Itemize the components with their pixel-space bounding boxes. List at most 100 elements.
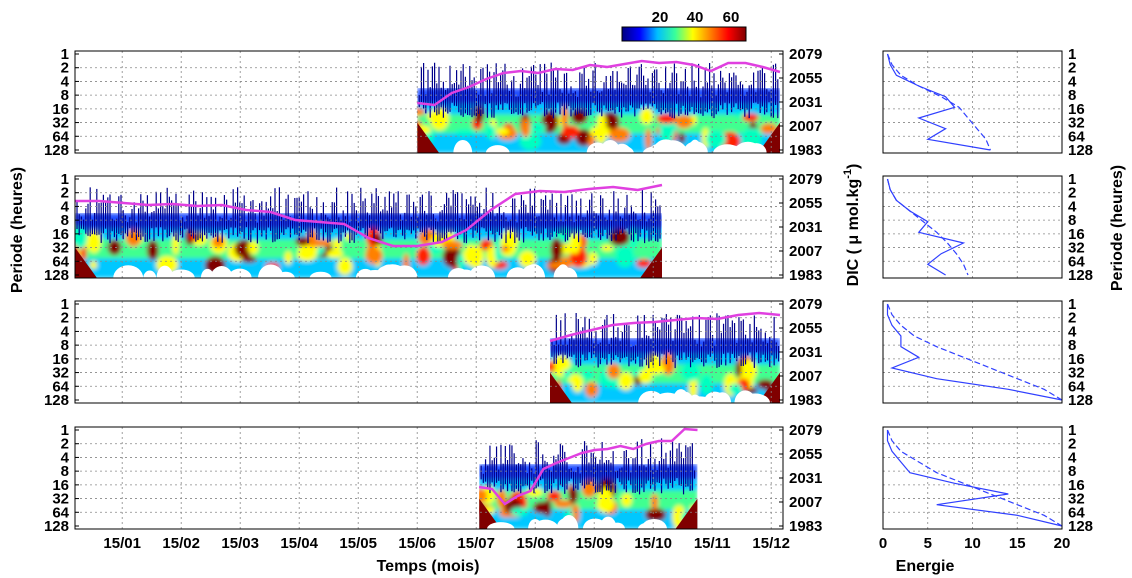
dic-tick-label: 1983 bbox=[789, 392, 822, 409]
energy-period-tick-label: 2 bbox=[1068, 310, 1076, 327]
dic-tick-label: 1983 bbox=[789, 518, 822, 535]
colorbar-tick-40: 40 bbox=[687, 9, 704, 26]
energy-period-tick-label: 128 bbox=[1068, 142, 1093, 159]
power-blob bbox=[595, 124, 607, 145]
month-tick-label: 15/02 bbox=[162, 535, 200, 552]
power-blob bbox=[581, 370, 594, 379]
power-blob bbox=[519, 132, 542, 151]
low-power-trough bbox=[453, 139, 473, 153]
period-tick-label: 128 bbox=[44, 142, 69, 159]
dic-tick-label: 1983 bbox=[789, 142, 822, 159]
period-tick-label: 4 bbox=[61, 198, 70, 215]
energy-period-tick-label: 64 bbox=[1068, 504, 1085, 521]
power-blob bbox=[441, 240, 463, 250]
energy-tick-label: 5 bbox=[924, 535, 932, 552]
panel-grid bbox=[75, 427, 783, 529]
low-power-trough bbox=[485, 145, 510, 153]
low-power-trough bbox=[604, 144, 634, 153]
dic-tick-label: 2007 bbox=[789, 494, 822, 511]
power-blob bbox=[89, 261, 98, 269]
y-axis-label-right: Periode (heures) bbox=[1109, 165, 1126, 291]
global-spectrum-line bbox=[886, 53, 991, 151]
period-tick-label: 1 bbox=[61, 46, 69, 63]
period-tick-label: 2 bbox=[61, 310, 69, 327]
power-blob bbox=[310, 239, 333, 247]
period-tick-label: 4 bbox=[61, 323, 70, 340]
energy-period-tick-label: 2 bbox=[1068, 436, 1076, 453]
energy-period-tick-label: 128 bbox=[1068, 392, 1093, 409]
period-tick-label: 128 bbox=[44, 518, 69, 535]
power-blob bbox=[608, 127, 631, 143]
low-power-trough bbox=[309, 271, 332, 278]
power-blob bbox=[75, 226, 88, 250]
power-blob bbox=[326, 249, 344, 259]
dic-tick-label: 2007 bbox=[789, 118, 822, 135]
energy-period-tick-label: 128 bbox=[1068, 518, 1093, 535]
month-tick-label: 15/03 bbox=[221, 535, 259, 552]
coi-right bbox=[758, 372, 781, 403]
power-blob bbox=[247, 241, 259, 255]
power-blob bbox=[454, 129, 475, 136]
energy-axis-ticks: 0 5 10 15 20 bbox=[879, 535, 1071, 552]
energy-period-tick-label: 4 bbox=[1068, 73, 1077, 90]
energy-grid bbox=[883, 427, 1062, 529]
energy-frame bbox=[882, 300, 1063, 404]
dic-axis-label-main: DIC ( μ mol.kg bbox=[845, 179, 862, 287]
power-blob bbox=[601, 244, 614, 252]
low-power-trough bbox=[200, 268, 215, 278]
power-blob bbox=[561, 125, 580, 139]
power-blob bbox=[521, 118, 531, 138]
dic-tick-label: 2031 bbox=[789, 470, 822, 487]
power-blob bbox=[735, 360, 742, 378]
power-blob bbox=[597, 487, 613, 507]
low-power-trough bbox=[638, 390, 665, 403]
period-tick-label: 64 bbox=[52, 504, 69, 521]
period-tick-label: 1 bbox=[61, 422, 69, 439]
power-blob bbox=[550, 238, 563, 261]
period-tick-label: 16 bbox=[52, 351, 69, 368]
low-power-trough bbox=[520, 264, 544, 278]
dic-tick-label: 2031 bbox=[789, 344, 822, 361]
energy-period-tick-label: 4 bbox=[1068, 323, 1077, 340]
dic-tick-label: 2007 bbox=[789, 368, 822, 385]
low-power-trough bbox=[454, 269, 477, 278]
dic-tick-label: 2079 bbox=[789, 171, 822, 188]
coi-left bbox=[549, 372, 572, 403]
energy-period-tick-label: 32 bbox=[1068, 365, 1085, 382]
coi-right bbox=[640, 247, 663, 278]
power-blob bbox=[571, 375, 584, 393]
energy-tick-label: 0 bbox=[879, 535, 887, 552]
dic-tick-label: 2079 bbox=[789, 46, 822, 63]
energy-spectra: 1248163264128124816326412812481632641281… bbox=[882, 46, 1093, 535]
energy-tick-label: 15 bbox=[1009, 535, 1026, 552]
power-blob bbox=[416, 246, 431, 266]
energy-frame bbox=[882, 175, 1063, 279]
period-tick-label: 32 bbox=[52, 115, 69, 132]
period-tick-label: 128 bbox=[44, 392, 69, 409]
energy-period-tick-label: 32 bbox=[1068, 491, 1085, 508]
power-blob bbox=[337, 257, 353, 276]
period-tick-label: 32 bbox=[52, 491, 69, 508]
month-tick-label: 15/09 bbox=[575, 535, 613, 552]
low-power-trough bbox=[734, 390, 757, 403]
dic-tick-label: 2055 bbox=[789, 446, 822, 463]
period-tick-label: 64 bbox=[52, 128, 69, 145]
low-power-trough bbox=[276, 271, 295, 278]
power-blob bbox=[442, 246, 462, 268]
power-blob bbox=[332, 238, 342, 252]
power-blob bbox=[234, 239, 253, 258]
low-power-trough bbox=[672, 389, 690, 403]
energy-period-tick-label: 128 bbox=[1068, 267, 1093, 284]
power-blob bbox=[585, 381, 599, 398]
power-blob bbox=[485, 124, 496, 140]
dic-series-line bbox=[478, 427, 698, 506]
period-tick-label: 8 bbox=[61, 87, 69, 104]
coi-left bbox=[417, 122, 440, 153]
dic-tick-label: 2007 bbox=[789, 243, 822, 260]
energy-period-tick-label: 16 bbox=[1068, 101, 1085, 118]
power-blob bbox=[464, 244, 477, 266]
power-blob bbox=[486, 245, 498, 268]
